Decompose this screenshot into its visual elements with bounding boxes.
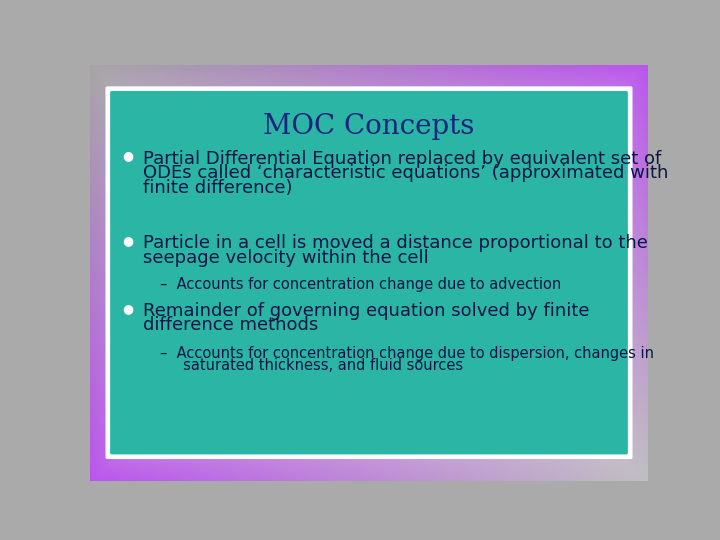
Text: ODEs called ‘characteristic equations’ (approximated with: ODEs called ‘characteristic equations’ (… [143, 164, 668, 182]
Text: Remainder of governing equation solved by finite: Remainder of governing equation solved b… [143, 302, 589, 320]
Text: difference methods: difference methods [143, 316, 318, 334]
Text: –  Accounts for concentration change due to dispersion, changes in: – Accounts for concentration change due … [160, 346, 654, 361]
Text: ●: ● [122, 302, 133, 315]
Text: Partial Differential Equation replaced by equivalent set of: Partial Differential Equation replaced b… [143, 150, 661, 167]
FancyBboxPatch shape [110, 91, 628, 455]
Text: finite difference): finite difference) [143, 179, 292, 197]
Text: ●: ● [122, 234, 133, 247]
Text: MOC Concepts: MOC Concepts [264, 112, 474, 139]
FancyBboxPatch shape [106, 86, 632, 459]
Text: –  Accounts for concentration change due to advection: – Accounts for concentration change due … [160, 276, 561, 292]
Text: saturated thickness, and fluid sources: saturated thickness, and fluid sources [160, 357, 463, 373]
Text: seepage velocity within the cell: seepage velocity within the cell [143, 249, 428, 267]
Text: ●: ● [122, 150, 133, 163]
Text: Particle in a cell is moved a distance proportional to the: Particle in a cell is moved a distance p… [143, 234, 647, 252]
